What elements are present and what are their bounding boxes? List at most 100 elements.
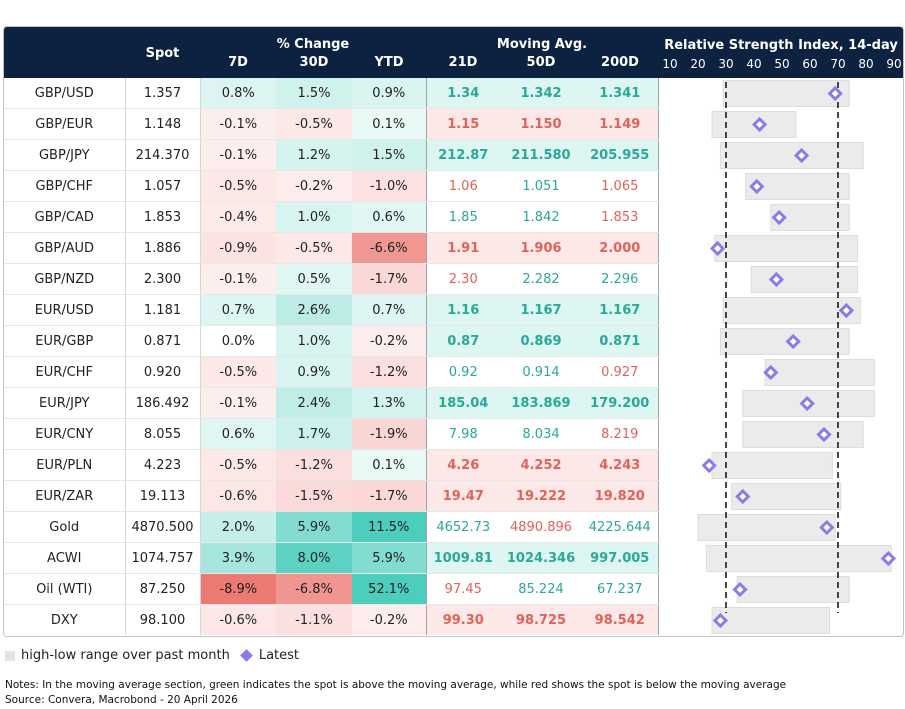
ma-50d: 4890.896 (500, 511, 582, 543)
table-row: ACWI 1074.757 3.9% 8.0% 5.9% 1009.81 1024.346 9… (4, 542, 659, 574)
rsi-latest-marker (827, 85, 843, 102)
fx-dashboard-table: Spot % Change 7D 30D YTD Moving Avg. 21D… (3, 26, 904, 637)
spot-value: 1.057 (125, 170, 201, 202)
ma-200d: 1.853 (582, 201, 659, 233)
table-row: DXY 98.100 -0.6% -1.1% -0.2% 99.30 98.725 98.54… (4, 604, 659, 635)
header-spot: Spot (145, 46, 180, 61)
ma-21d: 1.06 (426, 170, 500, 202)
rsi-axis-tick: 60 (802, 57, 818, 71)
instrument-name: Oil (WTI) (4, 573, 126, 605)
ma-50d: 8.034 (500, 418, 582, 450)
ma-200d: 98.542 (582, 604, 659, 635)
ma-50d: 1.842 (500, 201, 582, 233)
spot-value: 1.357 (125, 78, 201, 109)
change-ytd: 1.5% (352, 139, 427, 171)
ma-21d: 212.87 (426, 139, 500, 171)
rsi-latest-marker (768, 271, 785, 288)
ma-50d: 211.580 (500, 139, 582, 171)
ma-21d: 97.45 (426, 573, 500, 605)
rsi-range-bar (722, 297, 861, 324)
range-swatch (5, 650, 15, 661)
change-7d: 0.7% (200, 294, 276, 326)
header-moving-avg: Moving Avg. (496, 37, 588, 52)
header-ytd: YTD (374, 55, 404, 70)
change-30d: -6.8% (276, 573, 352, 605)
instrument-name: EUR/CHF (4, 356, 126, 388)
change-ytd: 0.1% (352, 449, 427, 481)
spot-value: 19.113 (125, 480, 201, 512)
change-7d: -0.4% (200, 201, 276, 233)
rsi-latest-marker (771, 209, 787, 226)
header-7d: 7D (228, 55, 248, 70)
change-30d: 5.9% (276, 511, 352, 543)
spot-value: 1074.757 (125, 542, 201, 574)
ma-200d: 67.237 (582, 573, 659, 605)
change-30d: 1.0% (276, 325, 352, 357)
ma-21d: 4.26 (426, 449, 500, 481)
table-row: EUR/CHF 0.920 -0.5% 0.9% -1.2% 0.92 0.914 0.927 (4, 356, 659, 388)
spot-value: 4.223 (125, 449, 201, 481)
change-7d: -0.6% (200, 604, 276, 635)
change-30d: -0.2% (276, 170, 352, 202)
change-7d: 3.9% (200, 542, 276, 574)
change-30d: -1.2% (276, 449, 352, 481)
spot-value: 1.886 (125, 232, 201, 264)
change-30d: 2.4% (276, 387, 352, 419)
spot-value: 214.370 (125, 139, 201, 171)
ma-200d: 2.000 (582, 232, 659, 264)
change-ytd: -1.0% (352, 170, 427, 202)
rsi-axis-tick: 10 (662, 57, 678, 71)
change-30d: 1.0% (276, 201, 352, 233)
spot-value: 0.871 (125, 325, 201, 357)
change-7d: -0.1% (200, 263, 276, 295)
rsi-latest-marker (819, 519, 835, 536)
ma-200d: 205.955 (582, 139, 659, 171)
header-21d: 21D (448, 55, 478, 70)
rsi-range-bar (750, 266, 859, 293)
ma-200d: 1.065 (582, 170, 659, 202)
rsi-range-bar (742, 421, 864, 448)
change-7d: 0.0% (200, 325, 276, 357)
instrument-name: GBP/USD (4, 78, 126, 109)
rsi-axis-tick: 80 (858, 57, 874, 71)
rsi-latest-marker (799, 395, 815, 412)
rsi-range-bar (764, 359, 875, 386)
rsi-axis-tick: 20 (690, 57, 706, 71)
table-row: GBP/USD 1.357 0.8% 1.5% 0.9% 1.34 1.342 1.341 (4, 78, 659, 109)
ma-21d: 1.34 (426, 78, 500, 109)
spot-value: 1.853 (125, 201, 201, 233)
ma-200d: 1.167 (582, 294, 659, 326)
instrument-name: GBP/NZD (4, 263, 126, 295)
change-30d: 8.0% (276, 542, 352, 574)
rsi-axis-tick: 70 (830, 57, 846, 71)
ma-21d: 7.98 (426, 418, 500, 450)
instrument-name: GBP/AUD (4, 232, 126, 264)
rsi-range-bar (711, 607, 831, 634)
rsi-latest-marker (838, 302, 855, 319)
change-ytd: 0.7% (352, 294, 427, 326)
rsi-axis-tick: 30 (718, 57, 734, 71)
ma-200d: 4225.644 (582, 511, 659, 543)
table-row: Oil (WTI) 87.250 -8.9% -6.8% 52.1% 97.45 85.22… (4, 573, 659, 605)
table-row: GBP/AUD 1.886 -0.9% -0.5% -6.6% 1.91 1.906 2.00… (4, 232, 659, 264)
rsi-axis-tick: 40 (746, 57, 762, 71)
legend-range-label: high-low range over past month (21, 648, 230, 663)
rsi-latest-marker (785, 333, 801, 350)
rsi-latest-marker (709, 240, 726, 257)
table-row: GBP/JPY 214.370 -0.1% 1.2% 1.5% 212.87 211.580… (4, 139, 659, 171)
change-30d: 1.5% (276, 78, 352, 109)
change-ytd: -1.9% (352, 418, 427, 450)
change-30d: 2.6% (276, 294, 352, 326)
rsi-chart (697, 80, 897, 634)
rsi-latest-marker (751, 116, 768, 133)
ma-50d: 1024.346 (500, 542, 582, 574)
ma-21d: 1.15 (426, 108, 500, 140)
rsi-range-bar (705, 545, 892, 572)
change-ytd: 5.9% (352, 542, 427, 574)
ma-50d: 98.725 (500, 604, 582, 635)
ma-21d: 1.16 (426, 294, 500, 326)
header-pct-change: % Change (276, 37, 350, 52)
legend-latest-label: Latest (258, 648, 300, 663)
latest-diamond-icon (239, 649, 253, 662)
table-row: EUR/PLN 4.223 -0.5% -1.2% 0.1% 4.26 4.252 4.243 (4, 449, 659, 481)
